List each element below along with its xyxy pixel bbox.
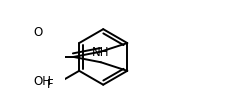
Text: NH: NH: [92, 46, 110, 59]
Text: OH: OH: [33, 74, 51, 88]
Text: O: O: [33, 26, 42, 39]
Text: F: F: [47, 78, 54, 91]
